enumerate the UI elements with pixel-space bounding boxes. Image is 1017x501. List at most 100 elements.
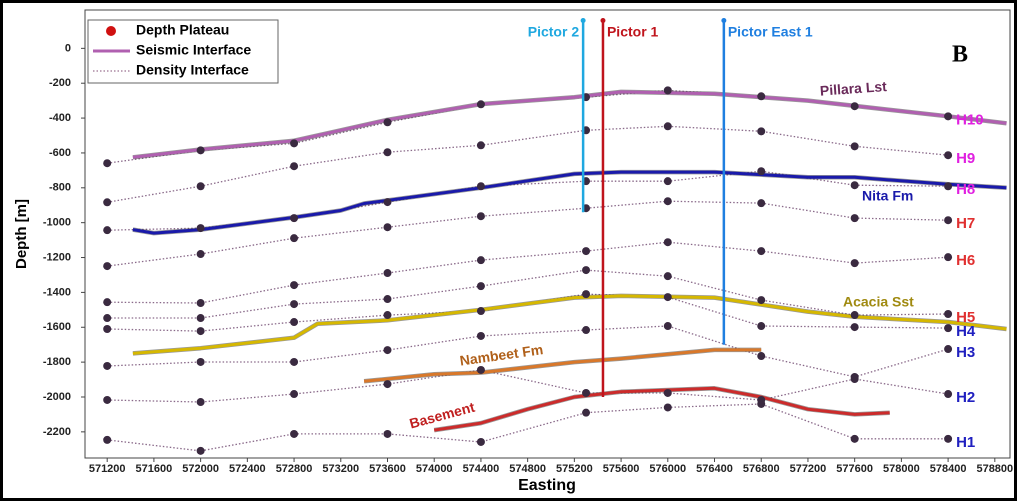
x-tick-label: 573200	[322, 463, 359, 475]
well-label: Pictor East 1	[728, 24, 813, 40]
depth-plateau	[196, 146, 205, 155]
depth-plateau	[582, 408, 591, 417]
depth-plateau	[290, 300, 299, 309]
depth-plateau	[850, 375, 859, 384]
depth-plateau	[196, 250, 205, 259]
depth-plateau	[383, 380, 392, 389]
x-tick-label: 574800	[509, 463, 546, 475]
depth-plateau	[476, 141, 485, 150]
depth-plateau	[476, 437, 485, 446]
seismic-interface	[132, 170, 1007, 235]
depth-plateau	[850, 214, 859, 223]
depth-plateau	[290, 390, 299, 399]
depth-plateau	[103, 395, 112, 404]
seismic-interface	[363, 348, 762, 383]
depth-plateau	[663, 272, 672, 281]
depth-plateau	[290, 139, 299, 148]
x-tick-label: 574400	[463, 463, 500, 475]
depth-plateau	[850, 259, 859, 268]
y-tick-label: -1600	[43, 321, 71, 333]
x-tick-label: 576000	[649, 463, 686, 475]
legend-marker	[106, 26, 116, 36]
depth-plateau	[582, 388, 591, 397]
x-tick-label: 576800	[743, 463, 780, 475]
well-head	[580, 17, 586, 23]
depth-plateau	[103, 226, 112, 235]
depth-plateau	[757, 322, 766, 331]
legend-label: Depth Plateau	[136, 22, 229, 38]
depth-plateau	[383, 269, 392, 278]
depth-plateau	[383, 295, 392, 304]
well-head	[721, 17, 727, 23]
y-tick-label: -800	[49, 182, 71, 194]
interface-label: Nita Fm	[862, 188, 913, 204]
depth-plateau	[663, 197, 672, 206]
legend-label: Density Interface	[136, 62, 249, 78]
depth-plateau	[196, 327, 205, 336]
y-tick-label: -1000	[43, 217, 71, 229]
y-tick-label: 0	[65, 42, 71, 54]
depth-plateau	[944, 434, 953, 443]
y-tick-label: -2000	[43, 391, 71, 403]
depth-plateau	[196, 446, 205, 455]
x-tick-label: 577600	[836, 463, 873, 475]
depth-plateau	[196, 398, 205, 407]
depth-plateau	[196, 182, 205, 191]
depth-plateau	[663, 238, 672, 247]
depth-plateau	[476, 182, 485, 191]
interface-label: Acacia Sst	[843, 294, 914, 310]
depth-plateau	[663, 122, 672, 131]
depth-plateau	[103, 198, 112, 207]
depth-plateau	[757, 399, 766, 408]
depth-plateau	[757, 92, 766, 101]
depth-plateau	[757, 296, 766, 305]
depth-plateau	[103, 159, 112, 168]
horizon-label: H9	[956, 150, 975, 167]
depth-plateau	[196, 299, 205, 308]
legend: Depth Plateau Seismic Interface Density In…	[87, 19, 279, 84]
x-tick-label: 573600	[369, 463, 406, 475]
depth-plateau	[663, 403, 672, 412]
depth-plateau	[383, 346, 392, 355]
x-tick-label: 571200	[89, 463, 126, 475]
x-tick-label: 574000	[416, 463, 453, 475]
y-tick-label: -200	[49, 77, 71, 89]
depth-plateau	[290, 318, 299, 327]
x-tick-label: 571600	[136, 463, 173, 475]
y-tick-label: -2200	[43, 426, 71, 438]
horizon-label: H8	[956, 181, 975, 198]
depth-plateau	[476, 365, 485, 374]
depth-plateau	[196, 357, 205, 366]
depth-plateau	[582, 266, 591, 275]
legend-label: Seismic Interface	[136, 42, 251, 58]
depth-plateau	[582, 290, 591, 299]
depth-plateau	[663, 86, 672, 95]
depth-plateau	[290, 429, 299, 438]
depth-plateau	[757, 352, 766, 361]
panel-label: B	[952, 42, 968, 68]
x-tick-label: 578000	[883, 463, 920, 475]
depth-plateau	[290, 162, 299, 171]
depth-plateau	[944, 390, 953, 399]
density-interface	[107, 125, 949, 203]
y-tick-label: -400	[49, 112, 71, 124]
depth-plateau	[944, 324, 953, 333]
x-tick-label: 572000	[182, 463, 219, 475]
x-axis-label: Easting	[518, 477, 576, 494]
x-tick-label: 572800	[276, 463, 313, 475]
depth-plateau	[850, 323, 859, 332]
depth-plateau	[757, 199, 766, 208]
depth-plateau	[757, 127, 766, 136]
well-label: Pictor 2	[528, 24, 580, 40]
depth-plateau	[663, 388, 672, 397]
x-tick-label: 575200	[556, 463, 593, 475]
x-tick-label: 578400	[930, 463, 967, 475]
interface-label: Pillara Lst	[819, 78, 887, 99]
depth-plateau	[944, 345, 953, 354]
depth-plateau	[663, 177, 672, 186]
depth-plateau	[663, 293, 672, 302]
density-interface	[107, 241, 949, 304]
depth-plateau	[383, 198, 392, 207]
y-axis-label: Depth [m]	[13, 199, 30, 269]
